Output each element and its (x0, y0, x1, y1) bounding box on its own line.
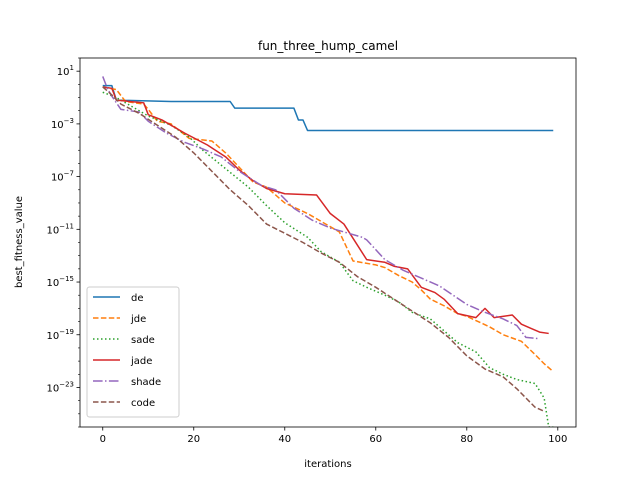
x-axis-title: iterations (304, 459, 351, 470)
series-line-jde (102, 86, 554, 373)
x-tick-label: 100 (548, 434, 567, 445)
series-line-jade (102, 86, 549, 335)
y-tick-label: 10−19 (46, 328, 74, 342)
legend-label-sade: sade (131, 335, 155, 346)
x-tick-label: 60 (369, 434, 382, 445)
y-tick-label: 10−15 (46, 275, 74, 289)
y-tick-label: 10−11 (46, 222, 74, 236)
y-tick-label: 10−23 (46, 380, 74, 394)
series-line-sade (102, 91, 554, 427)
y-axis: 101 10−3 10−7 10−11 10−15 10−19 10−23 (46, 57, 80, 428)
series-layer (102, 76, 554, 427)
y-tick-label: 10−3 (51, 117, 74, 131)
x-tick-label: 20 (187, 434, 200, 445)
legend-label-code: code (131, 398, 155, 409)
legend-label-shade: shade (131, 377, 161, 388)
legend-label-jde: jde (130, 314, 146, 325)
y-tick-label: 101 (57, 64, 74, 78)
chart-title: fun_three_hump_camel (258, 39, 398, 53)
y-tick-label: 10−7 (51, 170, 74, 184)
legend-box (86, 286, 180, 418)
legend: de jde sade jade shade code (86, 286, 180, 418)
x-tick-label: 80 (460, 434, 473, 445)
y-axis-title: best_fitness_value (14, 196, 25, 288)
series-line-shade (102, 76, 540, 340)
x-tick-label: 0 (100, 434, 106, 445)
x-axis: 0 20 40 60 80 100 (100, 427, 567, 445)
legend-label-de: de (131, 293, 144, 304)
series-line-code (102, 86, 545, 412)
x-tick-label: 40 (278, 434, 291, 445)
legend-label-jade: jade (130, 356, 152, 367)
